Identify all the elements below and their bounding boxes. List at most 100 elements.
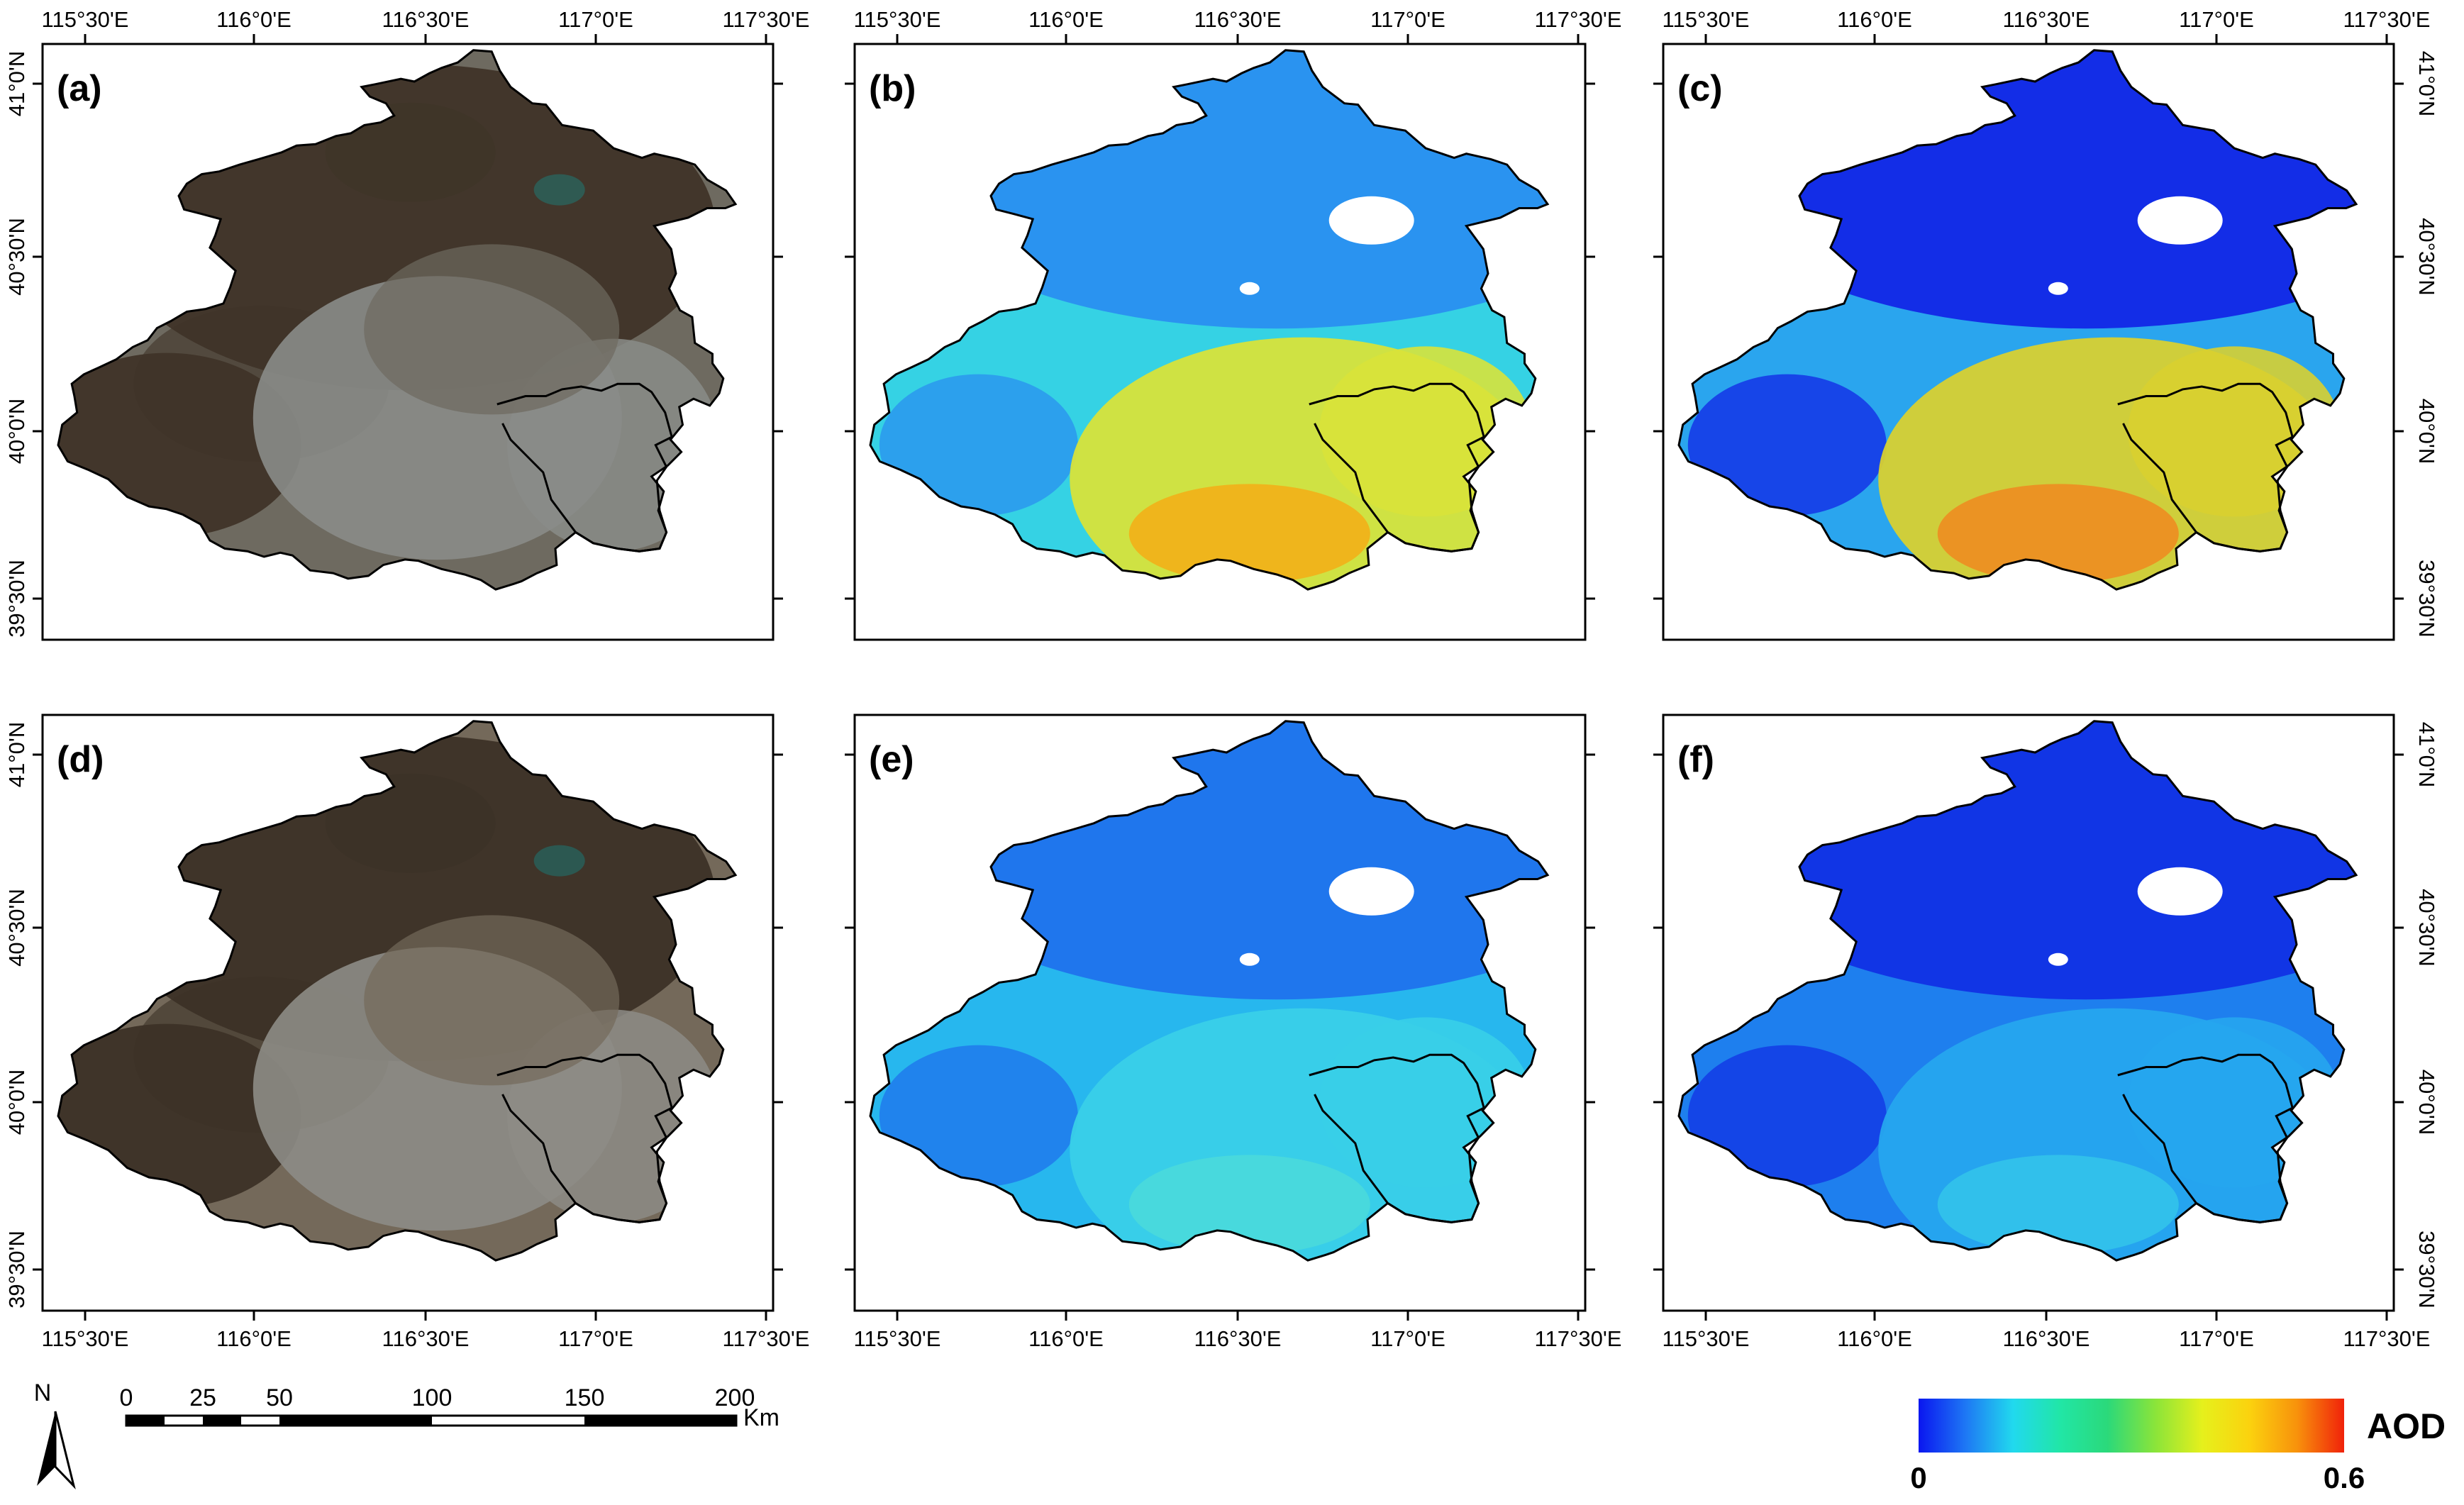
lon-label: 116°0'E (1028, 7, 1104, 32)
district-boundary (1309, 1053, 1485, 1223)
beijing-boundary (57, 49, 738, 591)
raster-patch (325, 102, 496, 202)
raster-patch (1128, 484, 1370, 584)
lon-label: 116°0'E (216, 1326, 292, 1351)
lon-label: 115°30'E (854, 7, 941, 32)
lon-label: 117°30'E (1535, 1326, 1622, 1351)
north-arrow: N (34, 1379, 76, 1490)
raster-patch (364, 915, 620, 1086)
lon-label: 117°30'E (2343, 7, 2431, 32)
north-arrow-icon-half (54, 1411, 76, 1490)
lat-label: 40°30'N (4, 889, 29, 967)
lon-label: 117°0'E (1370, 1326, 1445, 1351)
lat-label: 41°0'N (2414, 722, 2439, 787)
scale-bar: 0 25 50 100 150 200 Km (120, 1384, 779, 1431)
lon-label: 116°30'E (2003, 7, 2090, 32)
colorbar (1919, 1399, 2344, 1453)
raster-patch (1128, 1155, 1370, 1255)
raster-patch (1239, 953, 1260, 966)
raster-patch (2048, 953, 2068, 966)
lon-label: 116°0'E (1837, 7, 1912, 32)
lat-label: 40°0'N (4, 1070, 29, 1135)
lat-label: 41°0'N (4, 722, 29, 787)
lon-label: 117°0'E (2179, 7, 2254, 32)
district-boundary (2117, 382, 2294, 552)
lat-label: 40°30'N (2414, 889, 2439, 967)
raster-patch (2137, 867, 2223, 916)
lat-label: 39°30'N (4, 560, 29, 638)
panel-label: (b) (869, 68, 916, 109)
district-boundary (1309, 382, 1485, 552)
district-boundary (496, 1053, 673, 1223)
raster-patch (1328, 867, 1414, 916)
legend-title: AOD (2367, 1406, 2446, 1446)
district-boundary (2117, 1053, 2294, 1223)
lon-label: 117°0'E (1370, 7, 1445, 32)
scale-bar-segment (203, 1416, 241, 1426)
scale-unit: Km (743, 1404, 779, 1431)
scale-bar-segment (279, 1416, 432, 1426)
raster-patch (364, 244, 620, 415)
north-arrow-label: N (34, 1379, 52, 1406)
lon-label: 115°30'E (1663, 1326, 1750, 1351)
legend-max-label: 0.6 (2324, 1461, 2365, 1494)
lat-label: 40°0'N (4, 399, 29, 464)
raster-patch (1328, 196, 1414, 245)
lon-label: 117°30'E (2343, 1326, 2431, 1351)
lon-label: 116°30'E (382, 1326, 470, 1351)
scale-bar-segment (126, 1416, 165, 1426)
raster-patch (1937, 1155, 2179, 1255)
lat-label: 40°0'N (2414, 399, 2439, 464)
beijing-boundary (1677, 49, 2358, 591)
raster-patch (325, 773, 496, 873)
panel-c: (c) (1662, 43, 2395, 641)
lon-label: 117°30'E (1535, 7, 1622, 32)
axes: 115°30'E 116°0'E 116°30'E 117°0'E 117°30'E 41… (4, 7, 2439, 1351)
raster-patch (533, 845, 585, 877)
raster-patch (1239, 282, 1260, 295)
lon-label: 116°0'E (1837, 1326, 1912, 1351)
panel-label: (e) (869, 739, 914, 780)
lon-label: 115°30'E (42, 1326, 129, 1351)
beijing-boundary (1677, 720, 2358, 1262)
lat-label: 39°30'N (2414, 560, 2439, 638)
beijing-boundary (869, 720, 1550, 1262)
panel-e: (e) (853, 713, 1587, 1312)
raster-patch (879, 1045, 1078, 1187)
lon-label: 117°0'E (2179, 1326, 2254, 1351)
lon-label: 116°0'E (216, 7, 292, 32)
scale-label: 50 (266, 1384, 293, 1411)
lon-label: 116°30'E (2003, 1326, 2090, 1351)
raster-patch (1687, 374, 1887, 516)
lat-label: 40°30'N (4, 218, 29, 296)
legend-min-label: 0 (1910, 1461, 1926, 1494)
north-arrow-icon (37, 1411, 55, 1486)
lon-label: 117°30'E (723, 1326, 810, 1351)
panel-label: (c) (1677, 68, 1723, 109)
district-boundary (496, 382, 673, 552)
lat-label: 41°0'N (2414, 51, 2439, 116)
lon-label: 116°30'E (1194, 1326, 1282, 1351)
lon-label: 115°30'E (854, 1326, 941, 1351)
scale-label: 200 (715, 1384, 755, 1411)
scale-label: 0 (120, 1384, 133, 1411)
scale-label: 100 (412, 1384, 453, 1411)
panel-label: (a) (57, 68, 102, 109)
panel-a: (a) (41, 43, 775, 641)
panel-b: (b) (853, 43, 1587, 641)
lat-label: 40°30'N (2414, 218, 2439, 296)
lon-label: 117°0'E (558, 1326, 633, 1351)
lat-label: 39°30'N (2414, 1231, 2439, 1309)
raster-patch (879, 374, 1078, 516)
raster-patch (2137, 196, 2223, 245)
lon-label: 117°30'E (723, 7, 810, 32)
lon-label: 116°0'E (1028, 1326, 1104, 1351)
beijing-boundary (57, 720, 738, 1262)
scale-bar-segment (584, 1416, 736, 1426)
raster-patch (533, 174, 585, 206)
lon-label: 116°30'E (1194, 7, 1282, 32)
beijing-boundary (869, 49, 1550, 591)
panel-f: (f) (1662, 713, 2395, 1312)
